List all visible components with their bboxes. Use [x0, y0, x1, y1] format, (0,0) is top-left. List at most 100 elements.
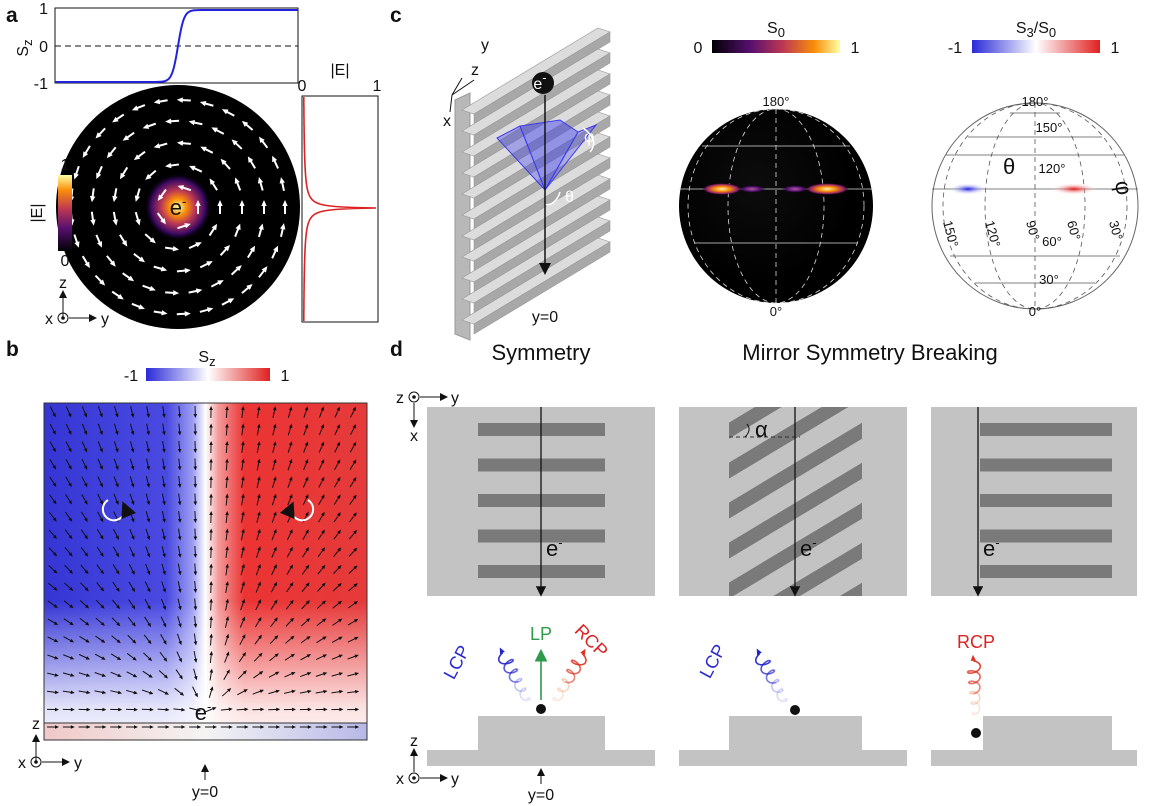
- electron-dot: [971, 728, 981, 738]
- panel-a: a Sz 1 0 -1 e- 1 0 |E| 0 1 |E| z x y: [6, 1, 382, 329]
- charge: -: [542, 70, 546, 85]
- page: a Sz 1 0 -1 e- 1 0 |E| 0 1 |E| z x y b S…: [0, 0, 1154, 806]
- charge: -: [207, 699, 211, 714]
- helix-segment: [517, 680, 518, 681]
- colorbar: [972, 40, 1100, 53]
- colorbar: [712, 40, 840, 53]
- dot: [34, 760, 38, 764]
- helix-segment: [584, 655, 585, 656]
- helix-segment: [977, 691, 978, 692]
- helix-segment: [768, 663, 769, 664]
- helix-segment: [500, 654, 501, 655]
- helix-segment: [574, 679, 575, 680]
- electron: e: [546, 536, 558, 561]
- polarization-label: LP: [530, 624, 552, 644]
- subscript: z: [20, 39, 35, 46]
- sz-label: Sz: [15, 39, 35, 56]
- helix-segment: [780, 700, 781, 701]
- helix-segment: [515, 688, 516, 689]
- helix-segment: [516, 671, 517, 672]
- axis-line: [452, 78, 462, 95]
- helix-segment: [974, 682, 976, 683]
- helix-segment: [568, 672, 569, 673]
- polarization-label: RCP: [957, 632, 995, 652]
- helix-segment: [977, 670, 978, 671]
- colorbar-tick: 1: [1111, 40, 1120, 57]
- emission-lobe: [781, 185, 809, 193]
- helix-segment: [777, 697, 778, 698]
- helix-segment: [566, 680, 567, 681]
- helix-segment: [769, 671, 770, 672]
- helix-segment: [772, 689, 773, 690]
- helix-segment: [568, 687, 569, 688]
- helix-segment: [507, 661, 508, 662]
- helix-segment: [765, 664, 767, 665]
- helix-segment: [767, 680, 768, 681]
- helix-segment: [764, 673, 765, 674]
- helix-segment: [517, 690, 518, 691]
- helix-segment: [978, 712, 979, 713]
- helix-segment: [572, 662, 573, 663]
- origin-label: y=0: [528, 787, 554, 804]
- helix-segment: [762, 671, 763, 672]
- helix-segment: [583, 664, 584, 665]
- helix-segment: [782, 691, 783, 692]
- helix-segment: [573, 680, 574, 681]
- helix-segment: [556, 698, 557, 699]
- helix-segment: [562, 680, 563, 681]
- helix-segment: [769, 682, 770, 683]
- helix-segment: [768, 681, 769, 682]
- helix-segment: [510, 679, 511, 680]
- axis-label: x: [396, 771, 404, 788]
- helix-segment: [779, 690, 780, 691]
- colorbar: [58, 175, 72, 251]
- helix-segment: [977, 702, 978, 703]
- angle-label: 120°: [1039, 161, 1066, 176]
- helix-segment: [756, 657, 757, 659]
- symbol: S: [1016, 20, 1027, 37]
- polarization-label: LCP: [696, 641, 730, 681]
- stripe: [980, 423, 1112, 436]
- axis-label: y: [451, 390, 459, 407]
- arrow-head: [971, 655, 976, 661]
- helix-segment: [555, 698, 556, 699]
- helix-segment: [510, 674, 511, 675]
- colorbar-tick: 1: [281, 368, 290, 385]
- helix-segment: [976, 714, 977, 715]
- angle-label: 180°: [1022, 94, 1049, 109]
- helix-segment: [976, 692, 977, 693]
- helix-segment: [505, 670, 506, 671]
- angle-label: 0°: [770, 304, 782, 319]
- colorbar-tick: 1: [851, 40, 860, 57]
- helix-segment: [510, 662, 511, 663]
- figure: a Sz 1 0 -1 e- 1 0 |E| 0 1 |E| z x y b S…: [0, 0, 1154, 806]
- helix-segment: [976, 682, 977, 683]
- helix-segment: [514, 672, 515, 673]
- panel-label: d: [390, 338, 403, 361]
- axis-line: [450, 95, 452, 112]
- helix-segment: [566, 690, 567, 691]
- helix-segment: [507, 672, 508, 673]
- helix-segment: [578, 672, 579, 673]
- helix-segment: [516, 689, 517, 690]
- axis-label: z: [59, 275, 67, 292]
- colorbar-title: Sz: [198, 349, 215, 369]
- helix-segment: [512, 661, 513, 662]
- electron: e: [983, 536, 995, 561]
- axis-label: x: [443, 113, 451, 130]
- helix-segment: [570, 670, 571, 671]
- colorbar-title: S3/S0: [1016, 20, 1056, 40]
- helices: [499, 648, 981, 715]
- stripe: [980, 530, 1112, 543]
- helix-segment: [499, 661, 500, 662]
- angle-label: α: [755, 417, 768, 442]
- panel-label: a: [6, 4, 18, 27]
- helix-segment: [575, 664, 577, 665]
- helix-segment: [976, 671, 978, 672]
- helix-segment: [757, 655, 758, 656]
- helix-segment: [773, 690, 774, 691]
- axis-label: y: [74, 755, 82, 772]
- helix-segment: [520, 681, 521, 682]
- helix-segment: [783, 699, 784, 700]
- helix-segment: [978, 704, 979, 705]
